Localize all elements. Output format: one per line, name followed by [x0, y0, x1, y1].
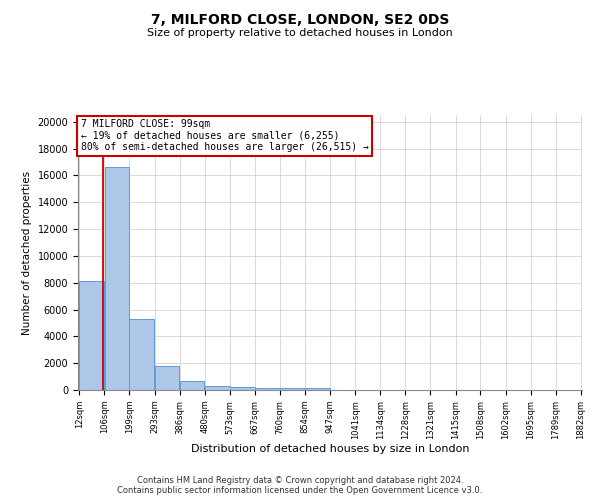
Text: Contains HM Land Registry data © Crown copyright and database right 2024.
Contai: Contains HM Land Registry data © Crown c…	[118, 476, 482, 495]
X-axis label: Distribution of detached houses by size in London: Distribution of detached houses by size …	[191, 444, 469, 454]
Bar	[305, 388, 330, 390]
Bar	[104, 168, 130, 390]
Bar	[205, 386, 230, 390]
Text: Size of property relative to detached houses in London: Size of property relative to detached ho…	[147, 28, 453, 38]
Text: 7, MILFORD CLOSE, LONDON, SE2 0DS: 7, MILFORD CLOSE, LONDON, SE2 0DS	[151, 12, 449, 26]
Bar	[230, 387, 254, 390]
Bar	[130, 319, 154, 390]
Bar	[179, 382, 205, 390]
Bar	[280, 388, 305, 390]
Text: 7 MILFORD CLOSE: 99sqm
← 19% of detached houses are smaller (6,255)
80% of semi-: 7 MILFORD CLOSE: 99sqm ← 19% of detached…	[80, 119, 368, 152]
Bar	[79, 282, 104, 390]
Y-axis label: Number of detached properties: Number of detached properties	[22, 170, 32, 334]
Bar	[155, 366, 179, 390]
Bar	[255, 388, 280, 390]
